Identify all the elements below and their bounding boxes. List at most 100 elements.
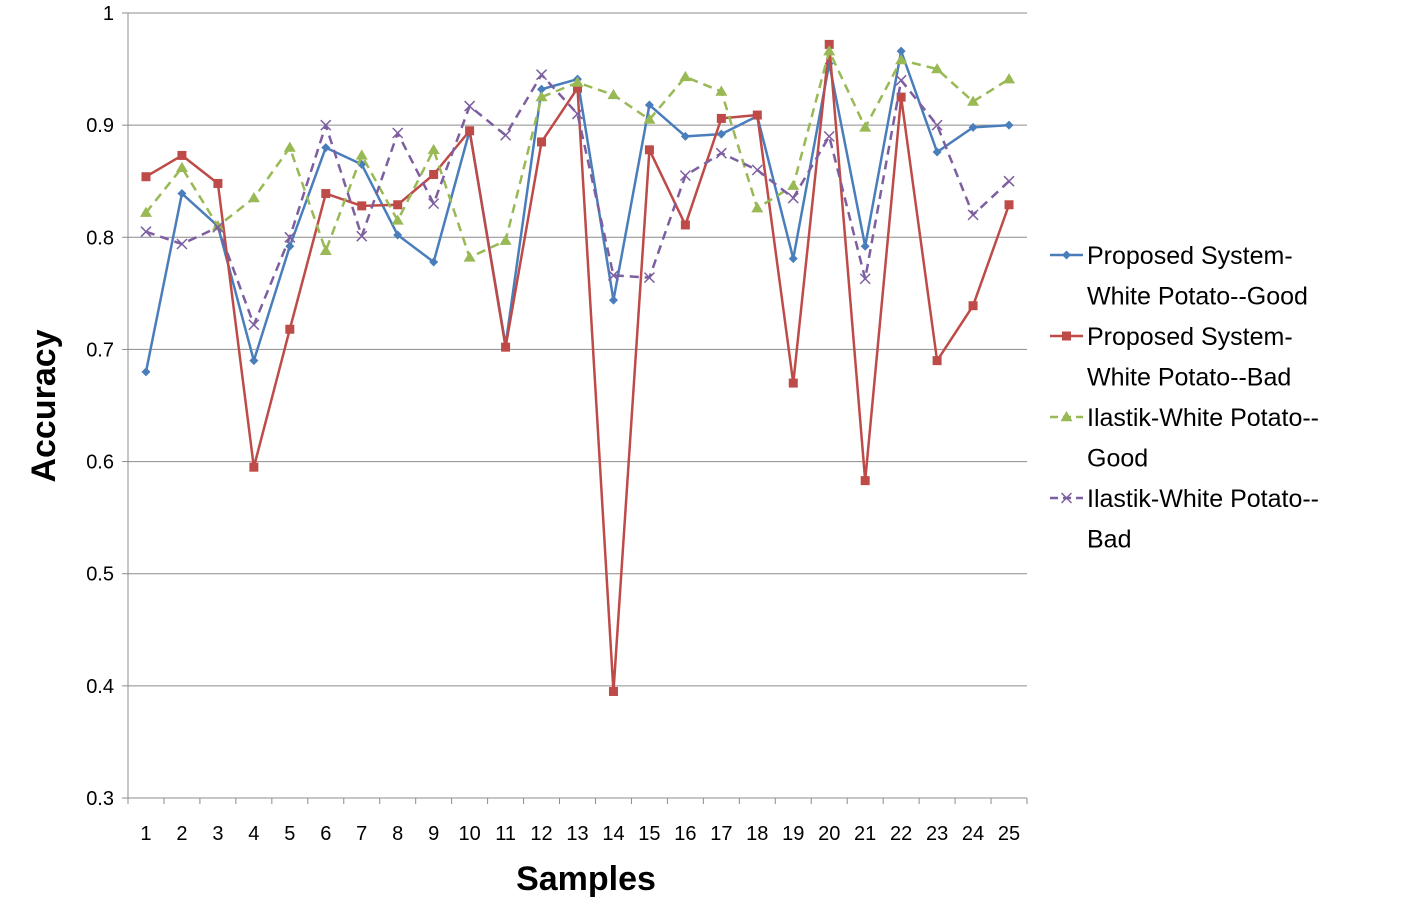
gridlines [128, 12, 1027, 687]
x-tick-label: 19 [782, 823, 804, 845]
x-marker-stroke [320, 119, 332, 131]
x-tick-label: 13 [566, 823, 588, 845]
data-point [391, 214, 404, 225]
data-point [608, 686, 618, 696]
data-point [177, 150, 187, 160]
legend-marker [1060, 411, 1073, 422]
x-tick-label: 21 [854, 823, 876, 845]
data-point [321, 143, 331, 153]
series-4 [140, 69, 1015, 331]
data-point [393, 200, 403, 210]
x-tick-label: 20 [818, 823, 840, 845]
data-point [1004, 120, 1014, 130]
data-point [247, 192, 260, 203]
data-point [465, 126, 475, 136]
legend-item-2: Proposed System- White Potato--Bad [1050, 323, 1293, 392]
data-point [357, 201, 367, 211]
x-tick-label: 12 [530, 823, 552, 845]
data-point [249, 356, 259, 366]
data-point [176, 238, 188, 250]
x-tick-label: 7 [356, 823, 367, 845]
x-marker-stroke [859, 273, 871, 285]
x-tick-label: 24 [962, 823, 984, 845]
x-tick-label: 3 [212, 823, 223, 845]
data-point [320, 119, 332, 131]
data-point [537, 84, 547, 94]
x-axis-ticks: 1 2 3 4 5 6 7 8 9 10 11 12 13 14 15 16 17 18 19 20 21 22 23 24 2… [127, 798, 1028, 845]
y-axis-ticks: 0.3 0.4 0.5 0.6 0.7 0.8 0.9 1 [86, 3, 128, 810]
y-axis-title: Accuracy [25, 329, 63, 482]
data-point [537, 137, 547, 147]
x-marker-stroke [607, 269, 619, 281]
x-tick-label: 23 [926, 823, 948, 845]
data-point [285, 241, 295, 251]
data-point [356, 230, 368, 242]
data-point [607, 269, 619, 281]
y-tick-label: 0.8 [86, 227, 114, 249]
data-point [139, 206, 152, 217]
x-marker-stroke [967, 209, 979, 221]
x-marker-stroke [392, 127, 404, 139]
x-marker-stroke [643, 272, 655, 284]
data-point [859, 121, 872, 132]
legend-item-4: Ilastik-White Potato-- Bad [1050, 485, 1319, 554]
x-tick-label: 17 [710, 823, 732, 845]
y-tick-label: 0.3 [86, 788, 114, 810]
data-point [1003, 175, 1015, 187]
data-point [859, 273, 871, 285]
series-line [145, 43, 1011, 693]
x-marker-stroke [1060, 492, 1073, 504]
x-tick-label: 4 [248, 823, 259, 845]
data-point [679, 70, 692, 82]
legend-label: Proposed System- [1087, 242, 1293, 270]
data-point [285, 324, 295, 334]
data-point [644, 145, 654, 155]
x-marker-stroke [536, 69, 548, 81]
x-marker-stroke [284, 231, 296, 243]
x-marker-stroke [428, 198, 440, 210]
data-point [823, 45, 836, 56]
x-tick-label: 6 [320, 823, 331, 845]
data-point [644, 100, 654, 110]
data-point [896, 92, 906, 102]
legend: Proposed System-White Potato--GoodPropos… [1050, 242, 1319, 554]
data-point [177, 189, 187, 199]
data-point [608, 295, 618, 305]
data-point [824, 39, 834, 49]
x-marker-stroke [176, 238, 188, 250]
data-point [751, 202, 764, 213]
x-tick-label: 9 [428, 823, 439, 845]
data-point [932, 147, 942, 157]
data-point [967, 95, 980, 106]
data-point [860, 476, 870, 486]
data-point [643, 113, 656, 124]
legend-label: Ilastik-White Potato-- [1087, 404, 1319, 432]
data-point [499, 234, 512, 245]
x-axis-title: Samples [516, 860, 656, 898]
x-marker-stroke [787, 192, 799, 204]
legend-label: Proposed System- [1087, 323, 1293, 351]
data-point [715, 147, 727, 159]
x-marker-stroke [1003, 175, 1015, 187]
y-tick-label: 0.6 [86, 452, 114, 474]
data-point [860, 241, 870, 251]
y-tick-label: 0.9 [86, 115, 114, 137]
x-tick-label: 18 [746, 823, 768, 845]
data-point [393, 230, 403, 240]
data-point [535, 91, 548, 102]
x-tick-label: 14 [602, 823, 624, 845]
x-marker-stroke [823, 130, 835, 142]
data-point [248, 319, 260, 331]
data-point [895, 54, 908, 65]
legend-item-1: Proposed System- White Potato--Good [1050, 242, 1308, 311]
data-point [501, 342, 511, 352]
data-point [213, 178, 223, 188]
x-marker-stroke [931, 119, 943, 131]
x-marker-stroke [356, 230, 368, 242]
data-point [932, 356, 942, 366]
data-point [571, 108, 584, 120]
legend-label: White Potato--Bad [1087, 364, 1291, 392]
x-tick-label: 16 [674, 823, 696, 845]
data-point [249, 462, 259, 472]
data-point [788, 378, 798, 388]
